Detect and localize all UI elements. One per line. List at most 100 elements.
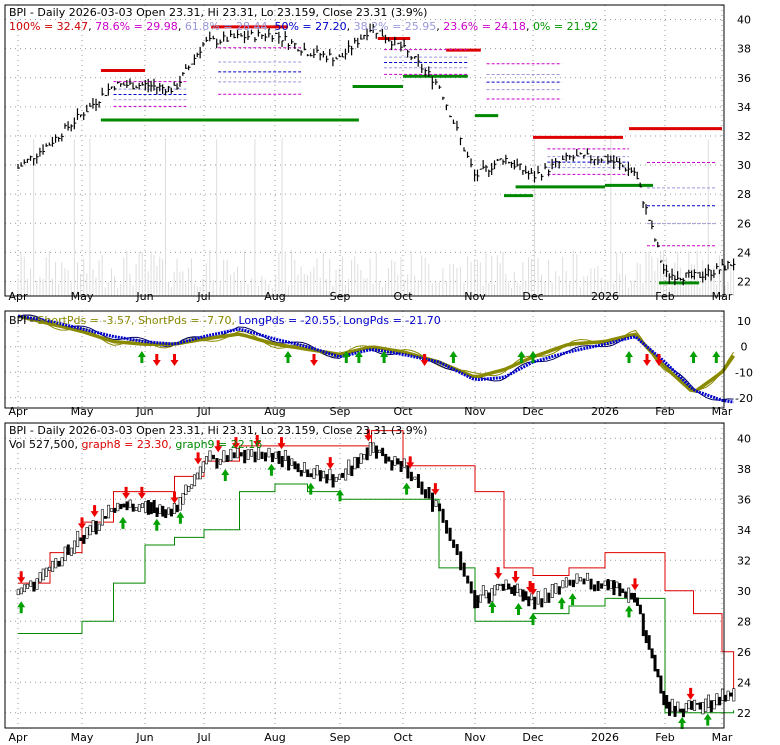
signal-candle <box>390 460 394 471</box>
fib-100-label: 100% = 32.47 <box>9 20 88 33</box>
signal-candle <box>384 453 388 464</box>
up-arrow <box>176 511 185 524</box>
signal-candle <box>239 452 243 457</box>
signal-candle <box>44 567 48 577</box>
x-tick-label: 2026 <box>591 290 619 303</box>
signal-candle <box>250 449 254 457</box>
signal-candle <box>41 568 45 581</box>
signal-candle <box>215 457 219 469</box>
down-arrow <box>643 354 651 366</box>
down-arrow <box>431 483 440 496</box>
fib-grid <box>5 5 724 296</box>
up-arrow <box>267 463 276 476</box>
signal-candle <box>416 474 420 488</box>
signal-candle <box>701 702 705 715</box>
x-tick-label: Jun <box>135 290 153 303</box>
signal-candle <box>69 547 73 556</box>
signal-candle <box>484 590 488 599</box>
y-tick-label: 28 <box>737 188 751 201</box>
y-tick-label: -10 <box>735 366 753 379</box>
signal-candle <box>387 456 391 462</box>
signal-candle <box>374 445 378 459</box>
signal-candle <box>193 474 197 487</box>
signal-candle <box>698 702 702 710</box>
y-tick-label: 24 <box>737 676 751 689</box>
signal-candle <box>575 573 579 584</box>
y-tick-label: 40 <box>737 432 751 445</box>
y-tick-label: 28 <box>737 615 751 628</box>
signal-candle <box>38 572 42 583</box>
down-arrow <box>170 354 179 366</box>
x-tick-label: Feb <box>655 405 674 418</box>
signal-candle <box>253 451 257 463</box>
x-tick-label: May <box>71 731 94 744</box>
signal-candle <box>510 586 514 595</box>
signal-candle <box>54 558 58 569</box>
signal-candle <box>659 675 663 694</box>
signal-candle <box>337 474 341 480</box>
signal-candle <box>371 442 375 453</box>
pds-legend: BPI - ShortPds = -3.57, ShortPds = -7.70… <box>9 314 441 327</box>
signal-candle <box>448 527 452 541</box>
signal-candle <box>670 698 674 712</box>
sig-panel-frame <box>4 422 725 729</box>
signal-candle <box>318 470 322 482</box>
pds-legend-0: ShortPds = -3.57, <box>37 314 134 327</box>
graph9-line <box>18 483 735 714</box>
up-arrow <box>625 351 633 363</box>
signal-candle <box>94 520 98 535</box>
signal-candle <box>125 501 129 511</box>
signal-candle <box>586 572 590 581</box>
signal-candle <box>402 458 406 468</box>
signal-candle <box>481 585 485 596</box>
y-tick-label: 38 <box>737 43 751 56</box>
signal-candle <box>131 503 135 512</box>
x-tick-label: Aug <box>264 731 285 744</box>
signal-candle <box>496 584 500 591</box>
signal-candle <box>365 447 369 461</box>
signal-candle <box>487 592 491 604</box>
signal-candle <box>582 578 586 585</box>
x-tick-label: Aug <box>264 290 285 303</box>
down-arrow <box>420 354 429 366</box>
signal-candle <box>149 502 153 515</box>
up-arrow <box>488 601 497 614</box>
sig-y-axis: 40 38 36 34 32 30 28 26 24 22 <box>737 432 751 720</box>
signal-candle <box>48 566 52 571</box>
up-arrow <box>221 468 230 481</box>
signal-candle <box>423 489 427 499</box>
signal-candle <box>609 580 613 589</box>
signal-candle <box>673 705 677 717</box>
up-arrow <box>306 482 315 495</box>
signal-candle <box>161 505 165 517</box>
up-arrow <box>712 351 721 363</box>
signal-candle <box>554 583 558 594</box>
x-tick-label: Nov <box>464 405 486 418</box>
x-tick-label: Jul <box>196 290 210 303</box>
pds-panel-frame <box>4 310 725 409</box>
signal-candle <box>19 587 23 595</box>
signal-candle <box>362 454 366 460</box>
signal-candle <box>378 449 382 453</box>
signal-candle <box>515 583 519 594</box>
signal-candle <box>521 589 525 602</box>
x-tick-label: Sep <box>330 731 351 744</box>
signal-candle <box>331 474 335 488</box>
signal-candle <box>518 588 522 597</box>
signal-candle <box>146 500 150 515</box>
signal-candle <box>347 459 351 475</box>
signal-candle <box>60 557 64 567</box>
signal-candle <box>302 462 306 473</box>
signal-candle <box>493 585 497 596</box>
x-tick-label: Sep <box>330 405 351 418</box>
signal-candle <box>211 454 215 460</box>
shortpds-line <box>17 314 736 393</box>
up-arrow <box>284 351 292 363</box>
y-tick-label: 22 <box>737 275 751 288</box>
signal-candle <box>543 588 547 603</box>
signal-candle <box>469 581 473 594</box>
y-tick-label: 36 <box>737 72 751 85</box>
signal-candle <box>225 455 229 463</box>
signal-candle <box>571 579 575 588</box>
signal-candle <box>144 501 148 513</box>
